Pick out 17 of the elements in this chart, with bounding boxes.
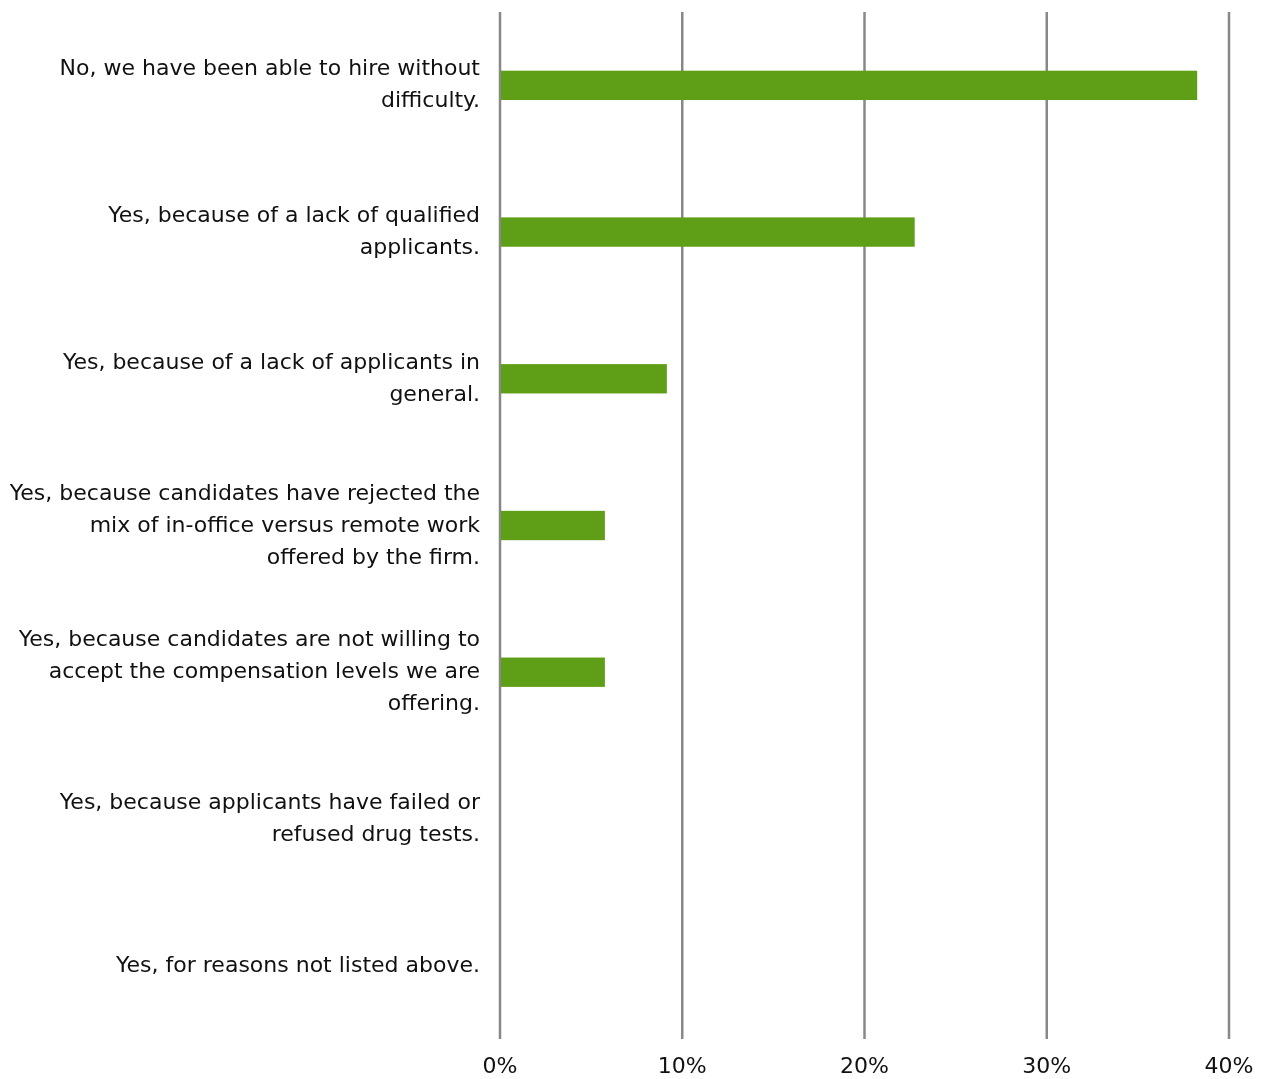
x-tick-label: 0%: [482, 1053, 518, 1078]
x-tick-label: 10%: [657, 1053, 707, 1078]
y-tick-label: Yes, because candidates are not willing to accept the compensation levels we are offering.: [17, 626, 480, 716]
bar: [501, 657, 605, 687]
x-tick-label: 40%: [1204, 1053, 1254, 1078]
y-tick-label: Yes, because applicants have failed or refused drug tests.: [58, 788, 481, 846]
y-tick-label: Yes, because candidates have rejected the mix of in-office versus remote work offered by the firm.: [8, 479, 481, 569]
y-tick-label: Yes, because of a lack of applicants in general.: [61, 348, 480, 406]
y-tick-label: No, we have been able to hire without difficulty.: [59, 55, 481, 113]
x-tick-label: 30%: [1022, 1053, 1072, 1078]
bar: [501, 510, 605, 541]
y-tick-label: Yes, for reasons not listed above.: [115, 951, 480, 977]
x-tick-label: 20%: [840, 1053, 889, 1078]
bar: [501, 217, 915, 247]
bar: [501, 70, 1198, 101]
y-tick-label: Yes, because of a lack of qualified applicants.: [107, 202, 480, 260]
bar: [501, 364, 667, 394]
